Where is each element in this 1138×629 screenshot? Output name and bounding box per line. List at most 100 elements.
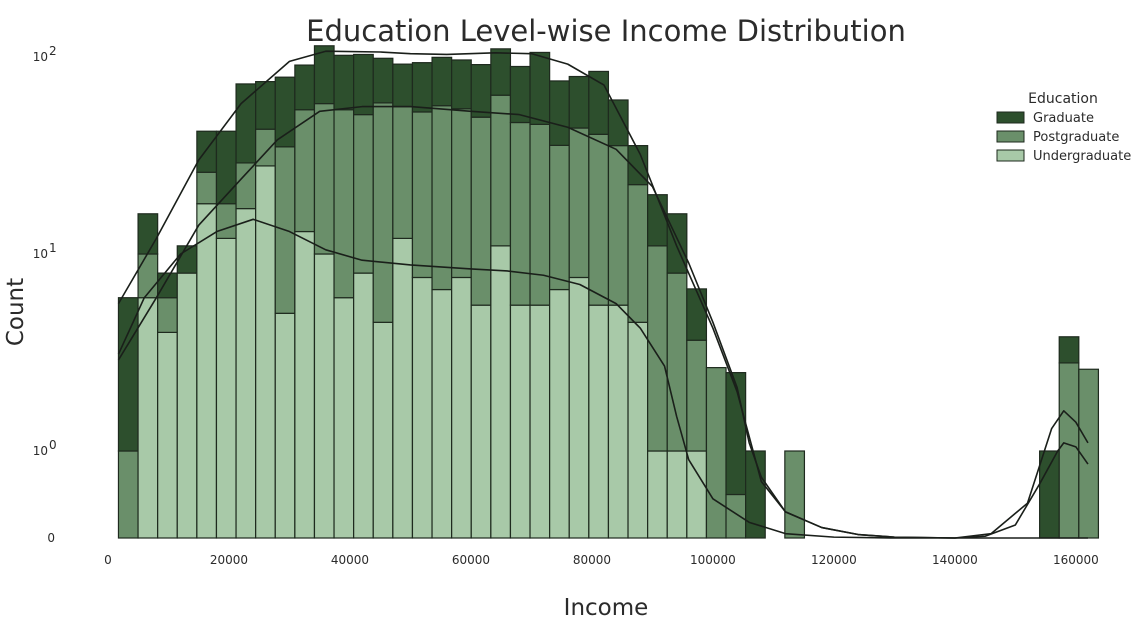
bar-postgraduate [647,245,668,452]
bar-graduate [235,83,257,164]
x-tick-label: 80000 [573,553,611,567]
bar-undergraduate [353,272,374,539]
bar-postgraduate [235,162,257,210]
legend-label-graduate: Graduate [1033,111,1094,126]
bar-graduate [1058,336,1080,364]
bar-graduate [372,57,394,104]
y-tick-exponent: 1 [49,241,57,255]
chart-title: Education Level-wise Income Distribution [306,14,906,48]
bar-postgraduate [509,121,531,306]
bar-undergraduate [470,304,492,539]
legend-swatch-postgraduate [996,130,1025,143]
bar-undergraduate [509,304,531,539]
bar-postgraduate [157,297,178,333]
bar-postgraduate [1078,368,1100,539]
bar-undergraduate [274,312,296,539]
bar-graduate [294,64,316,111]
bar-undergraduate [157,331,178,539]
bar-graduate [490,48,512,96]
bar-postgraduate [196,171,218,205]
bar-undergraduate [215,237,237,539]
x-tick-label: 20000 [210,553,248,567]
bar-postgraduate [294,109,316,233]
bar-undergraduate [313,253,335,539]
x-tick-label: 160000 [1053,553,1099,567]
bar-undergraduate [196,203,218,539]
bar-undergraduate [666,450,688,539]
bar-undergraduate [235,208,257,539]
bar-postgraduate [137,253,159,299]
bar-postgraduate [529,123,551,306]
bar-undergraduate [451,276,472,539]
bar-postgraduate [549,144,570,291]
bar-undergraduate [411,276,433,539]
bar-postgraduate [117,450,139,539]
x-axis-ticks: 0 20000 40000 60000 80000 100000 120000 140000 1… [104,553,1099,567]
bar-postgraduate [353,114,374,274]
kde-line-graduate [117,50,1089,539]
x-axis-label: Income [564,595,649,621]
bar-undergraduate [333,297,355,539]
bar-postgraduate [392,106,414,239]
bar-postgraduate [607,145,629,306]
bar-undergraduate [392,237,414,539]
bar-undergraduate [568,276,590,539]
bar-undergraduate [137,297,159,539]
bar-postgraduate [411,111,433,279]
y-tick-exponent: 2 [49,44,57,58]
legend-title: Education [1028,91,1098,107]
y-tick-label: 0 [47,531,55,545]
bar-undergraduate [372,321,394,539]
legend-label-undergraduate: Undergraduate [1033,149,1131,164]
bar-graduate [686,288,708,341]
bar-undergraduate [549,288,570,539]
bar-graduate [313,45,335,105]
legend-label-postgraduate: Postgraduate [1033,130,1119,145]
bar-undergraduate [627,321,649,539]
y-axis-label: Count [3,278,29,346]
y-tick-label: 10 [33,444,48,458]
bar-undergraduate [176,272,198,539]
bar-graduate [568,75,590,129]
bar-postgraduate [313,102,335,255]
bar-postgraduate [784,450,806,539]
legend-swatch-undergraduate [996,149,1025,162]
bar-graduate [215,130,237,205]
bar-undergraduate [647,450,668,539]
bar-postgraduate [490,94,512,247]
bar-graduate [725,372,747,496]
bar-graduate [117,297,139,452]
x-tick-label: 40000 [331,553,369,567]
bar-graduate [451,59,472,110]
x-tick-label: 120000 [811,553,857,567]
bar-graduate [431,56,453,107]
bar-graduate [353,53,374,116]
legend-items: Graduate Postgraduate Undergraduate [996,111,1131,164]
x-tick-label: 60000 [452,553,490,567]
bar-graduate [470,63,492,118]
bar-graduate [137,213,159,255]
legend: Education Graduate Postgraduate Undergradu… [996,91,1131,164]
bar-postgraduate [215,203,237,240]
bar-postgraduate [470,116,492,306]
kde-line-postgraduate [117,105,1089,539]
bar-undergraduate [607,304,629,539]
bar-postgraduate [431,105,453,291]
y-tick-exponent: 0 [49,438,57,452]
bar-postgraduate [627,184,649,323]
kde-layer [117,50,1089,539]
bar-postgraduate [705,367,727,539]
x-tick-label: 140000 [932,553,978,567]
y-tick-label: 10 [33,50,48,64]
bar-undergraduate [686,450,708,539]
bar-postgraduate [333,109,355,299]
bar-undergraduate [294,230,316,539]
bar-undergraduate [490,245,512,539]
bar-graduate [411,62,433,113]
x-tick-label: 100000 [690,553,736,567]
bar-graduate [588,70,610,135]
bar-graduate [196,130,218,173]
